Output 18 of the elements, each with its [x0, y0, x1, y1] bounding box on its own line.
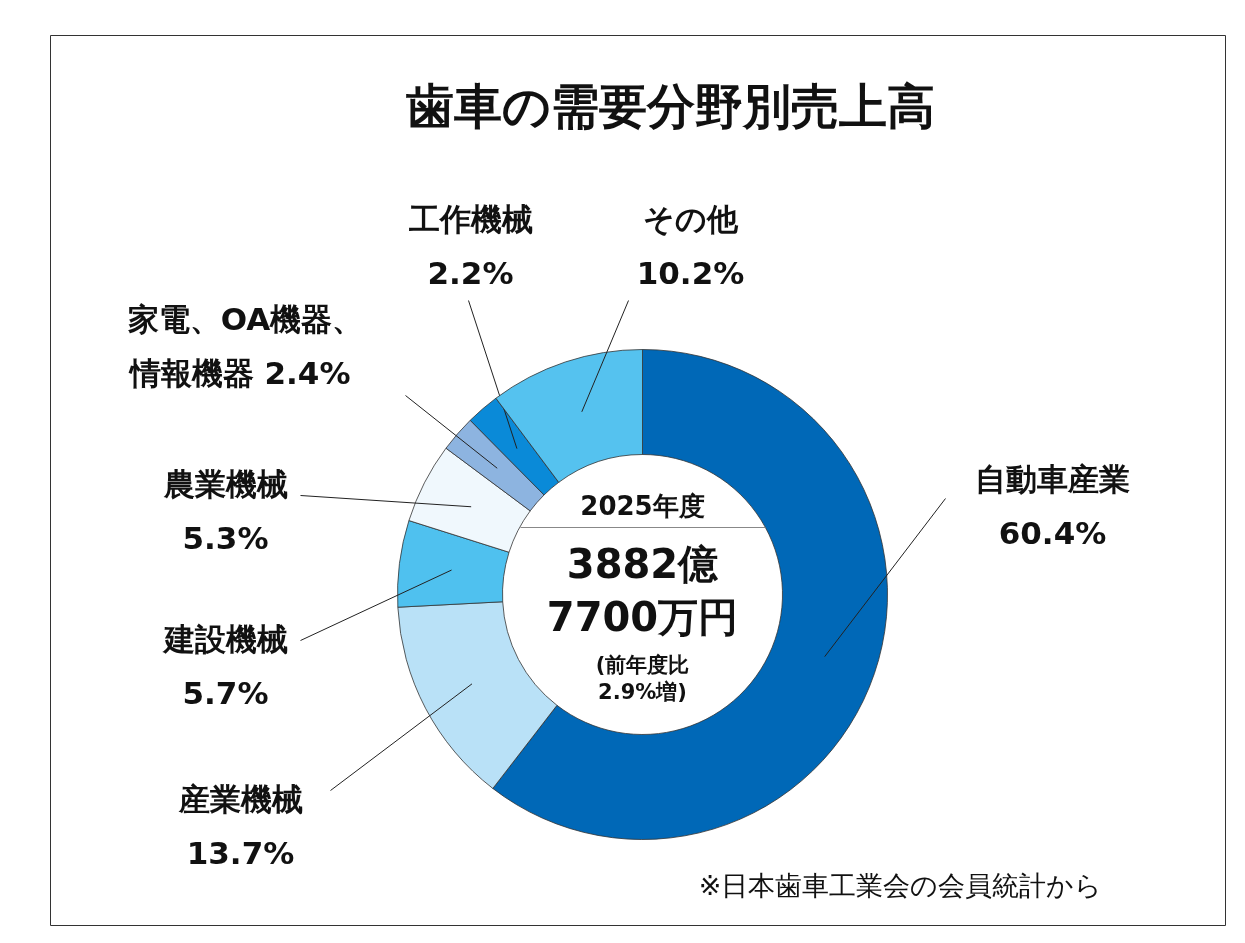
- chart-title: 歯車の需要分野別売上高: [406, 77, 935, 134]
- slice-label: 工作機械: [407, 200, 533, 237]
- slice-label: 自動車産業: [975, 460, 1130, 497]
- slice-label: 産業機械: [177, 780, 303, 817]
- slice-label: 家電、OA機器、情報機器 2.4%: [127, 300, 364, 391]
- data-label: 10.2%: [636, 254, 745, 291]
- data-label: 60.4%: [998, 514, 1107, 551]
- data-label: 5.3%: [182, 519, 269, 556]
- slice-label: 建設機械: [161, 620, 288, 657]
- text: 3882億 7700万円: [546, 541, 739, 640]
- data-label: 2.2%: [427, 254, 514, 291]
- text: (前年度比 2.9%増): [595, 652, 690, 705]
- data-label: 13.7%: [186, 834, 295, 871]
- data-label: 5.7%: [182, 674, 269, 711]
- text: ※日本歯車工業会の会員統計から: [698, 870, 1103, 901]
- slice-label: その他: [643, 200, 739, 237]
- slice-label: 農業機械: [162, 465, 288, 502]
- text: 2025年度: [580, 490, 705, 521]
